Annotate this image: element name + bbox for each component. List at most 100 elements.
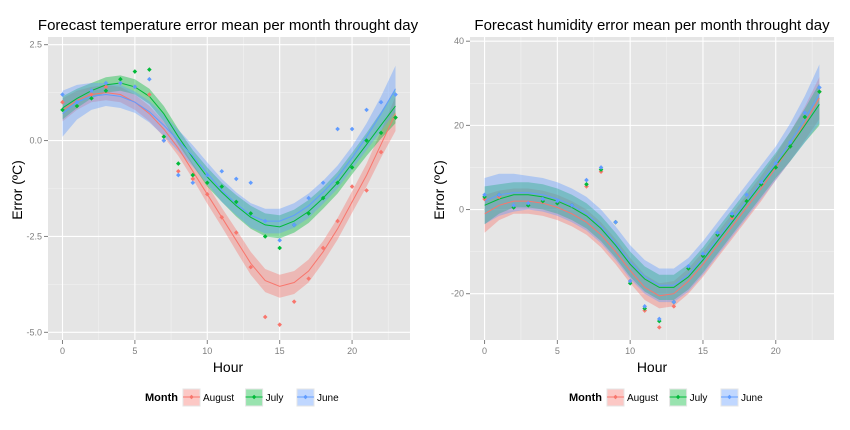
point-june [248,180,254,186]
point-july [118,76,123,82]
y-tick-label: -2.5 [26,231,42,241]
point-june [686,264,691,269]
fit-line-july [62,82,396,228]
point-june [306,195,311,201]
point-august [378,149,384,155]
point-july [103,88,109,93]
legend-label: August [203,393,234,404]
point-june [161,138,167,143]
legend-key-august [182,388,201,407]
point-july [393,115,398,120]
chart-title: Forecast humidity error mean per month t… [474,17,830,34]
point-june [291,222,297,228]
point-july [74,103,80,109]
x-axis-label: Hour [637,359,668,375]
legend-key-point [189,394,194,400]
legend-temperature: Month August July June [145,388,339,407]
point-august [248,264,254,270]
point-july [744,198,749,204]
point-june [671,299,677,305]
smooth-bands [484,64,820,309]
point-august [291,299,297,304]
point-july [335,180,340,186]
legend-key-june [720,388,739,407]
x-axis-label: Hour [213,359,244,375]
point-june [233,176,239,182]
point-june [700,251,706,257]
point-august [147,92,152,97]
point-june [656,316,662,322]
point-june [190,180,196,186]
y-tick-label: -5.0 [26,327,42,337]
point-july [277,245,282,251]
point-august [320,245,326,251]
point-june [393,92,398,97]
legend-key-point [613,394,618,400]
data-points [482,85,822,330]
fit-line-august [484,97,820,297]
x-tick-label: 5 [555,346,560,356]
x-tick-label: 15 [275,346,285,356]
band-july [484,83,820,300]
fit-line-july [484,104,820,288]
point-july [161,134,167,140]
legend-label: June [317,393,339,404]
legend-key-point [727,394,732,400]
smooth-bands [62,65,396,298]
point-august [89,92,94,97]
point-june [364,107,369,113]
point-june [89,88,94,93]
point-august [204,191,210,197]
point-june [277,237,282,243]
legend-key-july [245,388,264,407]
point-july [320,195,326,201]
point-july [262,234,268,239]
legend-label: August [627,393,658,404]
x-tick-label: 5 [132,346,137,356]
y-tick-label: -20 [451,289,464,299]
plot-panel [470,37,834,340]
point-august [306,276,311,281]
legend-key-point [675,394,681,400]
point-august [364,188,369,193]
point-june [817,85,822,90]
point-june [320,180,326,186]
point-july [773,165,779,170]
point-july [60,107,65,113]
point-august [262,314,268,320]
point-july [176,161,181,166]
smooth-lines [62,82,396,287]
point-july [89,96,94,101]
data-points [60,67,398,327]
legend-label: July [266,393,284,404]
point-july [349,165,355,170]
legend-label: June [741,393,763,404]
point-july [219,184,225,189]
legend-key-june [296,388,315,407]
legend-key-point [303,394,308,400]
point-june [627,278,633,284]
point-july [817,89,822,95]
point-august [671,304,677,309]
point-june [147,76,152,82]
smooth-lines [484,93,820,297]
point-june [103,80,109,86]
legend-key-august [606,388,625,407]
point-june [378,99,384,105]
point-august [277,322,282,327]
point-july [204,180,210,186]
point-june [584,177,589,183]
point-august [190,176,196,182]
point-july [147,67,152,72]
point-june [60,92,65,97]
y-tick-label: 0.0 [29,136,42,146]
temperature-chart: 0 5 10 15 20 2.5 0.0 -2.5 -5.0 Forecast temperat… [9,17,419,375]
major-gridlines: 0 5 10 15 20 40 20 0 -20 [451,36,834,356]
x-tick-label: 20 [347,346,357,356]
y-axis-label: Error (ºC) [431,160,447,220]
point-june [525,200,531,206]
point-june [335,126,340,132]
legend-key-point [251,394,257,400]
point-july [132,69,138,74]
